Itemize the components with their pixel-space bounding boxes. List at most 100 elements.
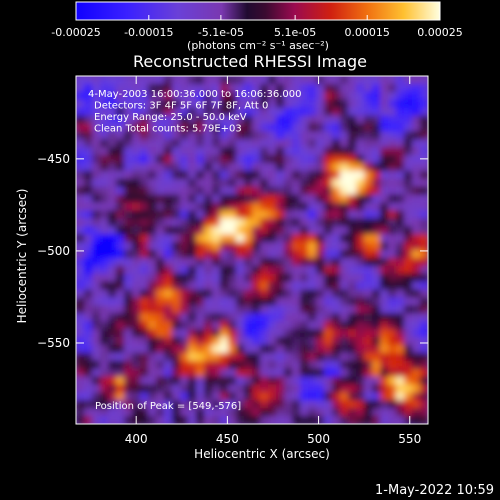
heatmap-cell	[228, 250, 237, 259]
heatmap-cell	[380, 384, 389, 393]
heatmap-cell	[412, 178, 421, 188]
annotation-line: 4-May-2003 16:00:36.000 to 16:06:36.000	[88, 89, 301, 100]
heatmap-cell	[276, 163, 285, 172]
heatmap-cell	[156, 313, 165, 322]
heatmap-cell	[364, 218, 373, 227]
heatmap-cell	[244, 147, 253, 156]
heatmap-cell	[420, 131, 428, 140]
heatmap-cell	[164, 337, 173, 346]
heatmap-cell	[108, 400, 117, 409]
heatmap-cell	[180, 329, 189, 338]
heatmap-cell	[260, 107, 269, 117]
heatmap-cell	[396, 289, 405, 299]
heatmap-cell	[260, 99, 269, 109]
heatmap-cell	[156, 257, 165, 267]
heatmap-cell	[196, 202, 205, 212]
heatmap-cell	[172, 99, 181, 109]
heatmap-cell	[228, 210, 237, 219]
heatmap-cell	[76, 83, 85, 93]
heatmap-cell	[412, 218, 421, 227]
heatmap-cell	[284, 155, 293, 164]
heatmap-cell	[268, 76, 277, 85]
heatmap-cell	[220, 376, 229, 386]
heatmap-cell	[260, 416, 269, 424]
heatmap-cell	[420, 91, 428, 101]
heatmap-cell	[316, 376, 325, 386]
heatmap-cell	[404, 139, 413, 148]
heatmap-cell	[332, 368, 341, 378]
heatmap-cell	[156, 226, 165, 235]
heatmap-cell	[212, 416, 221, 424]
heatmap-cell	[308, 99, 317, 109]
heatmap-cell	[188, 337, 197, 346]
heatmap-cell	[172, 131, 181, 140]
heatmap-cell	[420, 170, 428, 180]
heatmap-cell	[92, 416, 101, 424]
heatmap-cell	[164, 76, 173, 85]
heatmap-cell	[308, 147, 317, 156]
heatmap-cell	[364, 83, 373, 93]
heatmap-cell	[116, 210, 125, 219]
heatmap-cell	[124, 344, 133, 354]
heatmap-cell	[220, 344, 229, 354]
heatmap-cell	[356, 392, 365, 401]
heatmap-cell	[308, 376, 317, 386]
heatmap-cell	[412, 99, 421, 109]
heatmap-cell	[292, 107, 301, 117]
heatmap-cell	[268, 115, 277, 125]
heatmap-cell	[76, 376, 85, 386]
heatmap-cell	[188, 273, 197, 283]
heatmap-cell	[204, 281, 213, 291]
heatmap-cell	[252, 384, 261, 393]
heatmap-cell	[412, 297, 421, 306]
heatmap-cell	[396, 352, 405, 362]
heatmap-cell	[116, 163, 125, 172]
heatmap-cell	[188, 76, 197, 85]
heatmap-cell	[332, 313, 341, 322]
heatmap-cell	[164, 147, 173, 156]
heatmap-cell	[364, 155, 373, 164]
heatmap-cell	[372, 408, 381, 417]
heatmap-cell	[332, 226, 341, 235]
heatmap-cell	[244, 273, 253, 283]
heatmap-cell	[220, 147, 229, 156]
heatmap-cell	[292, 281, 301, 291]
heatmap-cell	[252, 139, 261, 148]
heatmap-cell	[164, 170, 173, 180]
heatmap-cell	[308, 360, 317, 370]
heatmap-cell	[420, 344, 428, 354]
heatmap-cell	[276, 408, 285, 417]
heatmap-cell	[108, 257, 117, 267]
heatmap-cell	[244, 99, 253, 109]
heatmap-cell	[324, 329, 333, 338]
heatmap-cell	[212, 147, 221, 156]
heatmap-cell	[204, 360, 213, 370]
heatmap-cell	[108, 123, 117, 132]
heatmap-cell	[148, 194, 157, 204]
heatmap-cell	[84, 337, 93, 346]
heatmap-cell	[196, 400, 205, 409]
heatmap-cell	[420, 123, 428, 132]
heatmap-cell	[148, 210, 157, 219]
heatmap-cell	[388, 352, 397, 362]
heatmap-cell	[76, 289, 85, 299]
heatmap-cell	[116, 360, 125, 370]
heatmap-cell	[132, 178, 141, 188]
heatmap-cell	[324, 76, 333, 85]
heatmap-cell	[92, 170, 101, 180]
heatmap-cell	[372, 210, 381, 219]
heatmap-cell	[140, 344, 149, 354]
heatmap-cell	[364, 392, 373, 401]
heatmap-cell	[348, 297, 357, 306]
heatmap-cell	[92, 265, 101, 275]
heatmap-cell	[260, 305, 269, 314]
heatmap-cell	[412, 321, 421, 330]
heatmap-cell	[332, 400, 341, 409]
heatmap-cell	[236, 107, 245, 117]
heatmap-cell	[252, 360, 261, 370]
heatmap-cell	[92, 123, 101, 132]
heatmap-cell	[228, 155, 237, 164]
heatmap-cell	[188, 384, 197, 393]
heatmap-cell	[236, 83, 245, 93]
heatmap-cell	[188, 352, 197, 362]
